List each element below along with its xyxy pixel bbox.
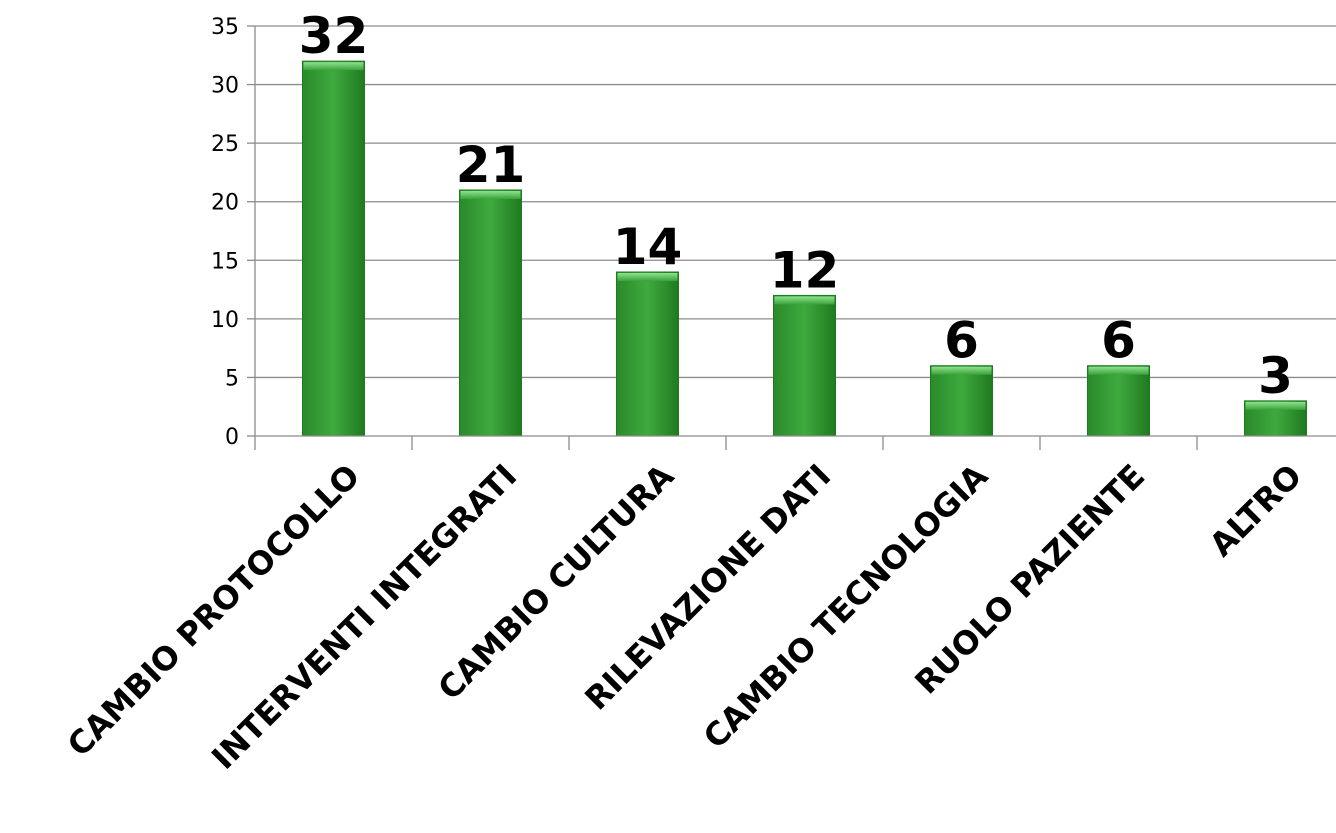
bar-highlight <box>1088 366 1149 375</box>
bar <box>773 294 836 437</box>
y-tick-label: 35 <box>211 15 239 40</box>
bar <box>459 189 522 437</box>
data-label: 21 <box>456 136 526 194</box>
x-tick-label: CAMBIO TECNOLOGIA <box>696 457 995 756</box>
bar-highlight <box>774 296 835 305</box>
data-label: 6 <box>1101 312 1136 370</box>
y-axis-ticks: 0 5 10 15 20 25 30 35 <box>211 15 256 450</box>
bar-highlight <box>1245 401 1306 410</box>
bars <box>302 60 1307 437</box>
bar <box>1244 400 1307 437</box>
bar <box>930 365 993 437</box>
bar-body <box>616 271 679 437</box>
bar <box>616 271 679 437</box>
y-tick-label: 0 <box>225 425 239 450</box>
bar-body <box>1087 365 1150 437</box>
y-tick-label: 25 <box>211 132 239 157</box>
data-label: 3 <box>1258 347 1293 405</box>
gridlines <box>255 25 1336 379</box>
bar <box>302 60 365 437</box>
bar-highlight <box>931 366 992 375</box>
bar-highlight <box>460 191 521 199</box>
bar-body <box>773 294 836 437</box>
y-tick-label: 30 <box>211 74 239 99</box>
data-label: 12 <box>770 241 840 299</box>
bar-highlight <box>303 62 364 71</box>
bar-body <box>302 60 365 437</box>
y-tick-label: 10 <box>211 308 239 333</box>
x-tick-label: INTERVENTI INTEGRATI <box>204 457 524 777</box>
bar-body <box>459 189 522 437</box>
bar-body <box>930 365 993 437</box>
data-label: 14 <box>613 218 683 276</box>
x-tick-label: ALTRO <box>1202 457 1309 564</box>
y-tick-label: 20 <box>211 191 239 216</box>
y-tick-label: 15 <box>211 249 239 274</box>
bar <box>1087 365 1150 437</box>
x-tick-label: CAMBIO PROTOCOLLO <box>60 457 367 764</box>
x-axis <box>254 435 1336 450</box>
bar-highlight <box>617 273 678 281</box>
data-label: 32 <box>299 7 369 65</box>
data-label: 6 <box>944 312 979 370</box>
y-tick-label: 5 <box>225 366 239 391</box>
data-labels: 32 21 14 12 6 6 3 <box>299 7 1293 405</box>
